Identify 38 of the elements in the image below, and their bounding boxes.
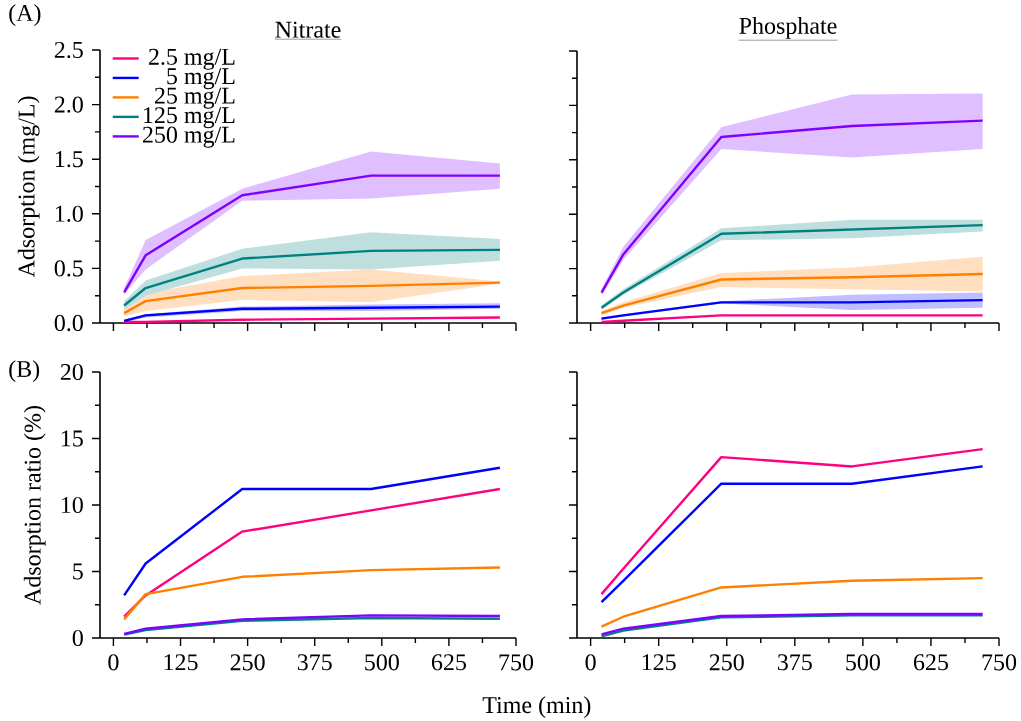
line-series [122,566,502,621]
x-tick-label: 250 [230,654,265,671]
x-tick-label: 125 [164,654,198,671]
text: (B) [9,360,40,382]
x-tick-label: 125 [642,654,676,671]
x-tick-label: 0 [585,654,596,671]
x-axis-title: Time (min) [482,696,591,719]
y-axis-title: Adsorption (mg/L) [17,96,40,278]
x-tick-label: 625 [913,654,948,671]
line-series [122,487,502,618]
x-tick-label: 0 [108,654,119,671]
y-tick-label: 0.5 [54,260,83,277]
x-tick-label: 375 [777,654,812,671]
x-tick-label: 625 [431,654,466,671]
line-series [122,248,502,307]
y-tick-label: 2.0 [54,96,83,113]
line-series [122,281,502,315]
y-tick-label: 2.5 [54,41,83,59]
line-series [122,466,502,597]
y-tick-label: 1.5 [55,151,83,168]
x-tick-label: 500 [365,654,399,671]
text: (A) [9,4,41,26]
x-tick-label: 375 [297,654,332,671]
line-series [122,174,502,294]
chart-title: Phosphate [739,17,837,39]
y-tick-label: 1.0 [55,205,83,222]
y-tick-label: 20 [60,363,83,381]
y-tick-label: 0 [72,629,83,647]
x-tick-label: 750 [499,654,534,671]
x-tick-label: 500 [846,654,880,671]
y-tick-label: 0.0 [54,314,83,332]
chart-title: Nitrate [275,21,341,38]
y-tick-label: 15 [61,430,83,447]
y-tick-label: 10 [61,496,83,514]
y-axis-title: Adsorption ratio (%) [23,406,46,605]
x-tick-label: 750 [982,654,1017,671]
y-tick-label: 5 [73,563,83,580]
x-tick-label: 250 [709,654,744,671]
